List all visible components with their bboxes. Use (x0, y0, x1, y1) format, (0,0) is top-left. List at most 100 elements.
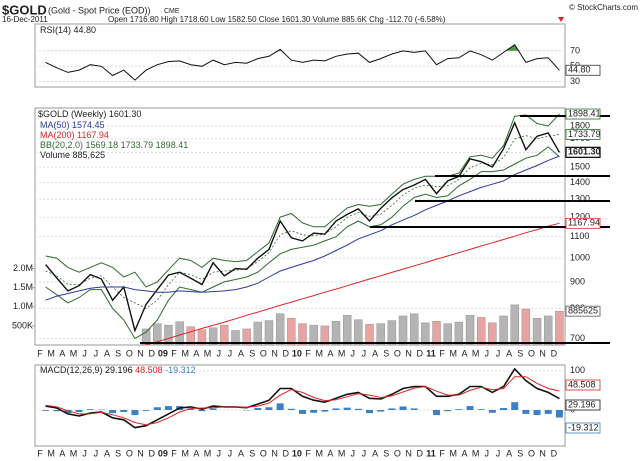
x-tick-label: O (394, 448, 401, 458)
x-tick-label: M (47, 448, 55, 458)
volume-bar (354, 319, 363, 345)
value-label: 1898.41 (568, 108, 601, 118)
rsi-panel (34, 23, 566, 88)
volume-bar (342, 314, 352, 345)
macd-histogram-bar (153, 407, 161, 410)
x-tick-label: 11 (426, 348, 436, 358)
value-box (565, 108, 601, 120)
x-tick-label: J (82, 448, 87, 458)
x-tick-label: A (59, 348, 65, 358)
volume-bar (220, 324, 229, 345)
volume-tick-label: 2.0M (13, 263, 33, 273)
x-tick-label: S (249, 348, 255, 358)
price-plot (35, 113, 565, 345)
x-tick-label: M (472, 348, 480, 358)
macd-histogram-bar (444, 410, 452, 412)
volume-bar (298, 323, 307, 345)
x-tick-label: D (551, 448, 558, 458)
x-tick-label: A (193, 348, 199, 358)
bb-upper (45, 113, 560, 288)
macd-histogram-bar (399, 406, 407, 410)
volume-bar (231, 330, 240, 345)
x-tick-label: A (238, 448, 244, 458)
volume-bar (454, 321, 464, 345)
value-label: 29.196 (568, 399, 596, 409)
x-tick-label: N (539, 348, 546, 358)
x-tick-label: J (362, 448, 367, 458)
x-tick-label: M (316, 348, 324, 358)
macd-histogram-bar (522, 410, 530, 414)
y-tick-label: 1000 (570, 253, 590, 263)
macd-histogram-bar (276, 403, 284, 410)
x-tick-label: N (405, 348, 412, 358)
legend-text: 44.80 (74, 25, 97, 35)
macd-histogram-bar (120, 410, 128, 412)
volume-bar (387, 320, 397, 345)
x-tick-label: M (181, 448, 189, 458)
value-label: 44.80 (568, 65, 591, 75)
value-label: 1601.30 (568, 147, 601, 157)
macd-histogram-bar (377, 410, 385, 412)
x-tick-label: S (115, 348, 121, 358)
volume-bar (421, 322, 430, 345)
x-tick-label: S (383, 348, 389, 358)
volume-bar (309, 324, 318, 345)
volume-bar (264, 320, 274, 345)
legend-entry: BB(20,2.0) 1569.18 1733.79 1898.41 (40, 140, 191, 150)
macd-histogram-bar (555, 410, 563, 418)
macd-histogram-bar (466, 406, 474, 410)
x-tick-label: N (137, 448, 144, 458)
x-tick-label: F (37, 448, 43, 458)
x-tick-label: N (539, 448, 546, 458)
price-line (45, 121, 561, 333)
rsi-line (45, 43, 560, 81)
macd-histogram-bar (488, 410, 496, 413)
macd-histogram-bar (64, 410, 72, 414)
macd-histogram-bar (433, 410, 441, 416)
value-label: -19.312 (568, 422, 599, 432)
legend-text: 1167.94 (77, 130, 109, 140)
volume-bar (376, 323, 385, 345)
x-tick-label: F (305, 348, 311, 358)
x-tick-label: O (126, 348, 133, 358)
volume-bar (208, 327, 218, 345)
value-box (565, 129, 601, 140)
exchange: CME (164, 8, 180, 15)
legend-text: MA(50) (40, 120, 70, 130)
trendlines (140, 115, 610, 344)
value-box (565, 217, 601, 229)
x-tick-label: A (193, 448, 199, 458)
x-tick-label: J (94, 448, 99, 458)
x-tick-label: D (417, 348, 424, 358)
x-tick-label: O (528, 448, 535, 458)
x-tick-label: J (362, 348, 367, 358)
x-tick-label: A (327, 448, 333, 458)
volume-tick-label: 1.5M (13, 282, 33, 292)
macd-histogram-bar (164, 406, 172, 410)
value-box (565, 379, 601, 391)
macd-histogram-bar (75, 410, 83, 412)
x-tick-label: D (282, 348, 289, 358)
x-tick-label: F (439, 448, 445, 458)
macd-histogram-bar (343, 407, 351, 410)
macd-histogram-bar (511, 402, 519, 410)
macd-histogram-bar (298, 410, 306, 414)
value-label: 885625 (568, 306, 598, 316)
legend-text: 1574.45 (72, 120, 105, 130)
x-tick-label: M (450, 348, 458, 358)
volume-bar (275, 313, 285, 345)
legend-entry: $GOLD (Weekly) 1601.30 (38, 109, 144, 119)
x-tick-label: F (171, 448, 177, 458)
x-tick-label: J (228, 448, 233, 458)
x-tick-label: D (282, 448, 289, 458)
volume-bar (443, 323, 452, 345)
x-tick-label: D (148, 448, 155, 458)
macd-histogram-bar (254, 408, 262, 410)
volume-bar (477, 317, 486, 345)
legend-text: 1601.30 (109, 109, 142, 119)
x-tick-label: M (316, 448, 324, 458)
legend-text: Volume (40, 150, 70, 160)
x-tick-label: A (372, 448, 378, 458)
